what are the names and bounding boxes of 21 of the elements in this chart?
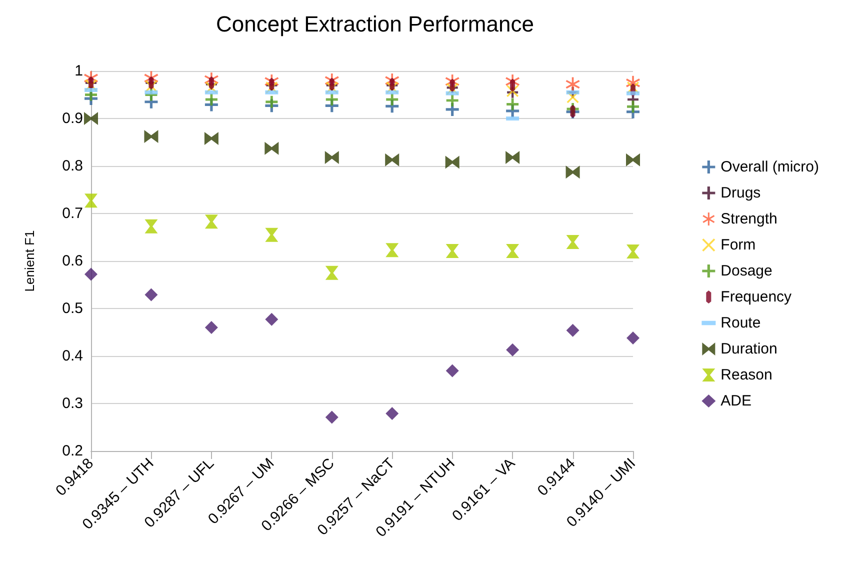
legend-label: Form: [720, 236, 756, 254]
y-tick-label: 0.6: [62, 252, 83, 270]
y-tick-label: 0.2: [62, 442, 83, 460]
y-tick-label: 0.5: [62, 300, 83, 317]
legend-label: ADE: [720, 392, 752, 410]
y-tick-label: 0.8: [62, 158, 83, 174]
legend-label: Frequency: [720, 288, 792, 306]
legend-label: Route: [720, 314, 761, 332]
legend-label: Reason: [720, 366, 772, 384]
legend-label: Duration: [720, 340, 778, 358]
y-tick-label: 1: [74, 62, 83, 80]
y-tick-label: 0.4: [62, 348, 83, 364]
y-tick-label: 0.9: [62, 110, 83, 127]
y-axis-title: Lenient F1: [22, 230, 37, 292]
legend-label: Strength: [720, 210, 778, 228]
legend-label: Dosage: [720, 262, 772, 280]
y-tick-label: 0.3: [62, 395, 83, 412]
y-tick-label: 0.7: [62, 205, 83, 222]
legend-label: Overall (micro): [720, 158, 820, 176]
legend-label: Drugs: [720, 184, 761, 202]
chart-title: Concept Extraction Performance: [216, 12, 534, 36]
